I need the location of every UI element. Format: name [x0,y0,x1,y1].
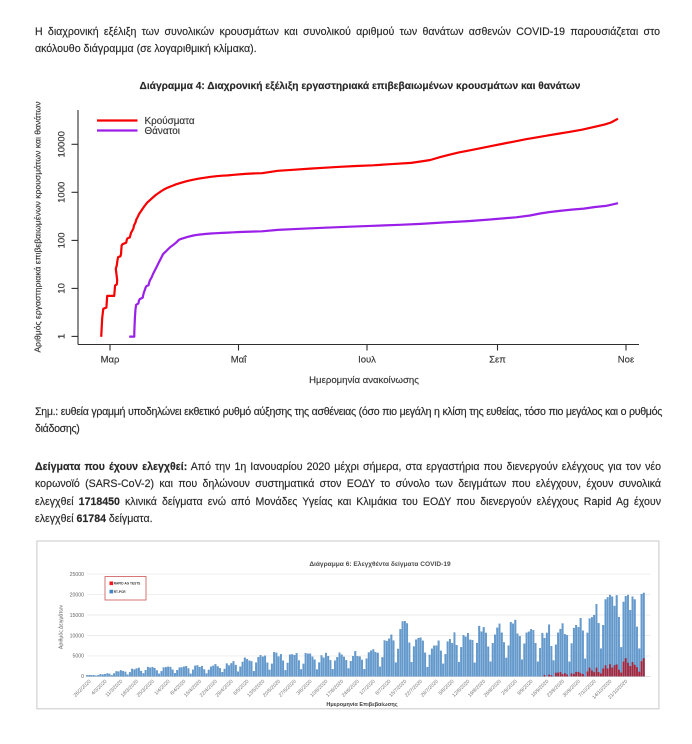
svg-text:Διάγραμμα 6: Ελεγχθέντα δείγμα: Διάγραμμα 6: Ελεγχθέντα δείγματα COVID-1… [309,560,451,568]
svg-text:10000: 10000 [57,131,68,157]
svg-text:Αριθμός Δειγμάτων: Αριθμός Δειγμάτων [58,605,65,650]
svg-text:15000: 15000 [70,613,85,619]
svg-text:Σεπ: Σεπ [489,355,506,366]
svg-text:RT-PCR: RT-PCR [114,590,127,594]
svg-text:Ιουλ: Ιουλ [358,355,376,366]
svg-text:0: 0 [81,674,84,680]
svg-text:Νοε: Νοε [618,355,635,366]
svg-text:100: 100 [57,232,68,248]
svg-text:Ημερομηνία ανακοίνωσης: Ημερομηνία ανακοίνωσης [309,375,419,386]
svg-text:RAPID AG TESTS: RAPID AG TESTS [114,582,141,586]
svg-text:Μαρ: Μαρ [101,355,120,366]
svg-text:Ημερομηνία Επιβεβαίωσης: Ημερομηνία Επιβεβαίωσης [326,702,397,708]
svg-text:Κρούσματα: Κρούσματα [145,116,195,127]
svg-text:Μαΐ: Μαΐ [231,355,247,366]
svg-text:10: 10 [57,283,68,294]
svg-text:20000: 20000 [70,592,85,598]
svg-text:Αριθμός εργαστηριακά επιβεβαιω: Αριθμός εργαστηριακά επιβεβαιωμένων κρου… [33,101,43,352]
svg-text:25000: 25000 [70,572,85,578]
svg-text:1: 1 [57,334,68,339]
svg-text:Θάνατοι: Θάνατοι [145,126,180,137]
svg-text:1000: 1000 [57,182,68,203]
svg-text:10000: 10000 [70,633,85,639]
svg-text:5000: 5000 [72,654,84,660]
